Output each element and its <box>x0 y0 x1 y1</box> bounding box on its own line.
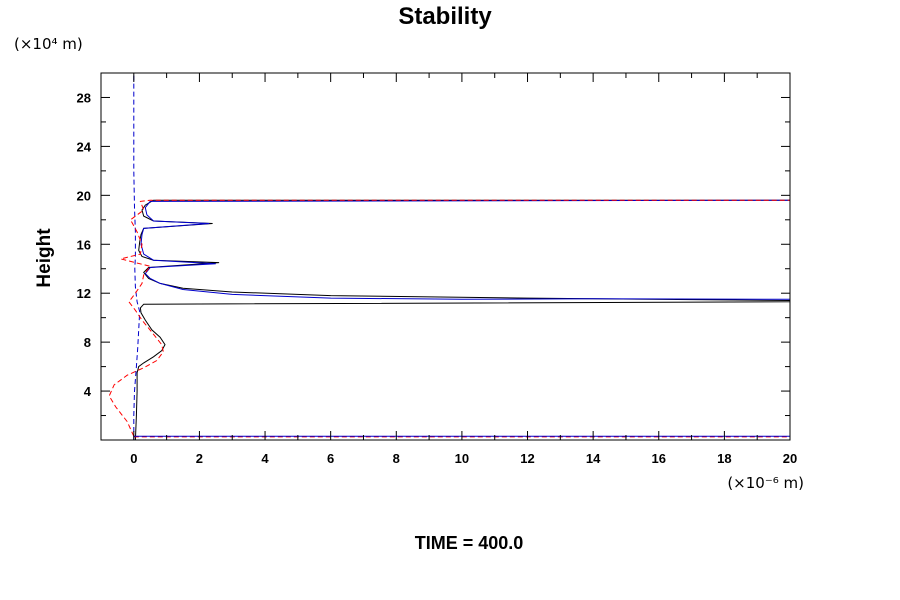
x-tick-label: 4 <box>261 451 269 466</box>
x-tick-label: 16 <box>652 451 666 466</box>
plot-frame <box>100 72 791 441</box>
x-tick-label: 12 <box>520 451 534 466</box>
y-tick-label: 24 <box>77 139 92 154</box>
x-tick-label: 6 <box>327 451 334 466</box>
y-tick-label: 16 <box>77 237 91 252</box>
y-tick-label: 8 <box>84 335 91 350</box>
x-tick-label: 0 <box>130 451 137 466</box>
series-line-blue-solid-1 <box>140 199 791 300</box>
curve-group <box>108 73 791 441</box>
series-line-red-dashed-3 <box>108 199 790 437</box>
chart-title: Stability <box>398 3 492 30</box>
y-axis-label: Height <box>34 228 55 288</box>
x-tick-label: 14 <box>586 451 601 466</box>
y-tick-label: 20 <box>77 188 91 203</box>
x-tick-label: 2 <box>196 451 203 466</box>
time-label: TIME = 400.0 <box>415 533 524 553</box>
y-tick-label: 4 <box>84 384 92 399</box>
y-axis-unit: (×10⁴ m) <box>14 35 83 53</box>
y-tick-label: 12 <box>77 286 91 301</box>
y-tick-label: 28 <box>77 90 91 105</box>
x-axis-unit: (×10⁻⁶ m) <box>727 474 804 492</box>
x-tick-label: 20 <box>783 451 797 466</box>
x-tick-label: 8 <box>393 451 400 466</box>
x-tick-label: 10 <box>455 451 469 466</box>
series-line-black-solid-0 <box>134 199 791 441</box>
x-tick-label: 18 <box>717 451 731 466</box>
series-line-blue-dashed-2 <box>133 73 141 440</box>
